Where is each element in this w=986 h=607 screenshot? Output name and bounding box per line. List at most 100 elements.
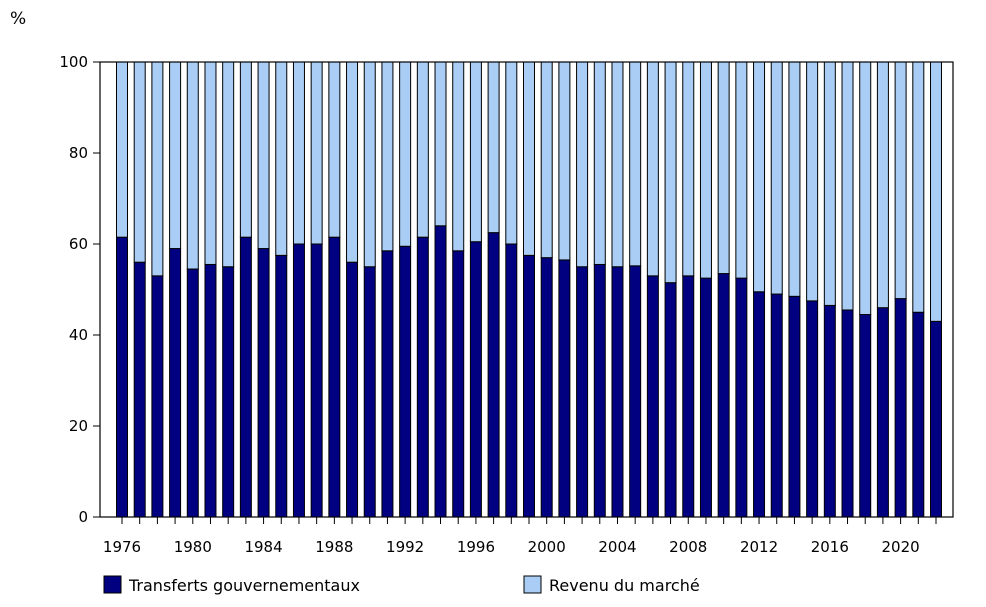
bar-transferts-2012 bbox=[753, 291, 766, 518]
bar-revenu-2011 bbox=[735, 61, 748, 279]
bar-revenu-2008 bbox=[682, 61, 695, 277]
bar-transferts-2006 bbox=[646, 275, 659, 518]
bar-revenu-1989 bbox=[346, 61, 359, 263]
bar-revenu-1985 bbox=[275, 61, 288, 256]
bar-revenu-1982 bbox=[222, 61, 235, 268]
bar-transferts-2020 bbox=[894, 298, 907, 518]
bar-revenu-1991 bbox=[381, 61, 394, 252]
bar-transferts-1996 bbox=[469, 241, 482, 518]
legend-label: Transferts gouvernementaux bbox=[128, 576, 360, 595]
bar-transferts-1988 bbox=[328, 236, 341, 518]
bar-transferts-2014 bbox=[788, 295, 801, 518]
bar-revenu-2007 bbox=[664, 61, 677, 284]
bar-revenu-2013 bbox=[770, 61, 783, 295]
bar-revenu-1987 bbox=[310, 61, 323, 245]
bar-revenu-1992 bbox=[399, 61, 412, 247]
y-tick-label-100: 100 bbox=[59, 53, 88, 71]
bar-revenu-1997 bbox=[487, 61, 500, 234]
bar-transferts-1985 bbox=[275, 254, 288, 518]
bar-revenu-1979 bbox=[169, 61, 182, 250]
bar-transferts-2004 bbox=[611, 266, 624, 518]
bars-layer bbox=[116, 61, 942, 518]
bar-transferts-2008 bbox=[682, 275, 695, 518]
x-tick-label-2016: 2016 bbox=[811, 538, 849, 556]
bar-revenu-1990 bbox=[363, 61, 376, 268]
bar-transferts-2018 bbox=[859, 314, 872, 518]
bar-transferts-1992 bbox=[399, 245, 412, 518]
x-tick-label-2012: 2012 bbox=[740, 538, 778, 556]
bar-revenu-1984 bbox=[257, 61, 270, 250]
x-tick-label-1996: 1996 bbox=[457, 538, 495, 556]
bar-revenu-2012 bbox=[753, 61, 766, 293]
x-tick-label-1976: 1976 bbox=[103, 538, 141, 556]
bar-revenu-2019 bbox=[876, 61, 889, 309]
legend-swatch bbox=[103, 575, 122, 594]
bar-transferts-2001 bbox=[558, 259, 571, 518]
bar-revenu-2018 bbox=[859, 61, 872, 316]
bar-transferts-2013 bbox=[770, 293, 783, 518]
bar-transferts-2016 bbox=[823, 304, 836, 518]
bar-transferts-1987 bbox=[310, 243, 323, 518]
bar-transferts-1994 bbox=[434, 225, 447, 518]
bar-transferts-1981 bbox=[204, 263, 217, 518]
legend-item-transferts: Transferts gouvernementaux bbox=[103, 575, 360, 595]
bar-revenu-2004 bbox=[611, 61, 624, 268]
bar-revenu-2002 bbox=[576, 61, 589, 268]
bar-revenu-1983 bbox=[239, 61, 252, 238]
bar-transferts-1998 bbox=[505, 243, 518, 518]
bar-revenu-2001 bbox=[558, 61, 571, 261]
bar-revenu-1981 bbox=[204, 61, 217, 265]
bar-transferts-2005 bbox=[629, 265, 642, 518]
bar-transferts-2021 bbox=[912, 311, 925, 518]
x-tick-label-2004: 2004 bbox=[598, 538, 636, 556]
bar-transferts-2017 bbox=[841, 309, 854, 518]
x-tick-label-2000: 2000 bbox=[528, 538, 566, 556]
y-tick-label-80: 80 bbox=[69, 144, 88, 162]
bar-transferts-1989 bbox=[346, 261, 359, 518]
bar-revenu-1996 bbox=[469, 61, 482, 243]
x-tick-label-2008: 2008 bbox=[669, 538, 707, 556]
bar-transferts-1993 bbox=[416, 236, 429, 518]
bar-transferts-1999 bbox=[523, 254, 535, 518]
bar-revenu-1980 bbox=[186, 61, 199, 270]
y-tick-label-20: 20 bbox=[69, 417, 88, 435]
legend-swatch bbox=[523, 575, 542, 594]
bar-revenu-1995 bbox=[452, 61, 465, 252]
bar-revenu-2006 bbox=[646, 61, 659, 277]
bar-revenu-1998 bbox=[505, 61, 518, 245]
y-tick-label-0: 0 bbox=[78, 508, 88, 526]
bar-transferts-2010 bbox=[717, 273, 730, 518]
y-axis-unit-label: % bbox=[10, 9, 26, 29]
bar-revenu-2005 bbox=[629, 61, 642, 267]
bar-transferts-2015 bbox=[806, 300, 819, 518]
legend-item-revenu: Revenu du marché bbox=[523, 575, 700, 595]
legend: Transferts gouvernementaux Revenu du marc… bbox=[103, 575, 700, 595]
bar-transferts-1997 bbox=[487, 232, 500, 518]
bar-transferts-1978 bbox=[151, 275, 164, 518]
bar-revenu-2003 bbox=[593, 61, 606, 265]
y-tick-label-40: 40 bbox=[69, 326, 88, 344]
bar-revenu-1978 bbox=[151, 61, 164, 277]
bar-transferts-1982 bbox=[222, 266, 235, 518]
plot-frame bbox=[99, 61, 954, 518]
bar-revenu-2014 bbox=[788, 61, 801, 297]
bar-transferts-1976 bbox=[116, 236, 128, 518]
bar-revenu-2015 bbox=[806, 61, 819, 302]
x-tick-label-2020: 2020 bbox=[882, 538, 920, 556]
bar-transferts-2007 bbox=[664, 282, 677, 518]
bar-revenu-2020 bbox=[894, 61, 907, 300]
bar-revenu-2022 bbox=[930, 61, 942, 322]
bar-transferts-2002 bbox=[576, 266, 589, 518]
bar-transferts-1983 bbox=[239, 236, 252, 518]
legend-label: Revenu du marché bbox=[549, 576, 700, 595]
x-tick-label-1992: 1992 bbox=[386, 538, 424, 556]
bar-revenu-1988 bbox=[328, 61, 341, 238]
axes-layer bbox=[99, 61, 954, 518]
bar-transferts-1980 bbox=[186, 268, 199, 518]
bar-revenu-2017 bbox=[841, 61, 854, 311]
bar-transferts-2019 bbox=[876, 307, 889, 518]
x-tick-label-1980: 1980 bbox=[174, 538, 212, 556]
bar-transferts-1984 bbox=[257, 248, 270, 518]
